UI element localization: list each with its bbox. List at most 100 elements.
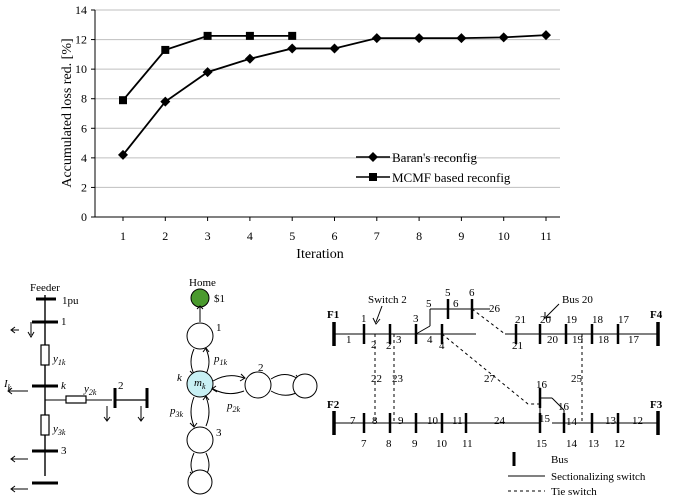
home-price: $1 [214, 293, 225, 305]
data-point-diamond [414, 33, 425, 44]
switch-label-18: 18 [592, 314, 604, 326]
flow-node-1-label: 1 [216, 322, 222, 334]
y-tick-label: 8 [81, 92, 87, 106]
y-tick-label: 0 [81, 210, 87, 224]
bus-label-11: 11 [462, 438, 473, 450]
bus-label-7: 7 [361, 438, 367, 450]
legend-entry-mcmf: MCMF based reconfig [356, 170, 511, 185]
x-tick-label: 7 [374, 229, 380, 243]
legend-tie-label: Tie switch [551, 486, 597, 498]
x-tick-label: 11 [540, 229, 552, 243]
bus-label-12: 12 [614, 438, 625, 450]
impedance-y3k-label: y3k [52, 423, 66, 437]
flow-node-2 [244, 371, 272, 399]
data-point-diamond [118, 149, 128, 160]
x-tick-label: 8 [416, 229, 422, 243]
data-point-square [119, 96, 127, 105]
x-tick-label: 9 [458, 229, 464, 243]
impedance-y2k [65, 395, 87, 404]
switch-label-5: 5 [426, 298, 432, 310]
legend-bus-label: Bus [551, 454, 568, 466]
x-tick-labels: 1 2 3 4 5 6 7 8 9 10 11 [120, 229, 552, 243]
bus-label-8: 8 [386, 438, 392, 450]
bus-label-20: 20 [547, 334, 559, 346]
data-point-square [161, 45, 170, 54]
flow-p2k-label: p2k [226, 400, 241, 414]
series-baran [118, 30, 551, 160]
impedance-y2k-label: y2k [83, 383, 97, 397]
feeder-bus-2-label: 2 [118, 380, 124, 392]
feeder-bus-3-label: 3 [61, 445, 67, 457]
legend-sectionalizing-label: Sectionalizing switch [551, 471, 646, 483]
switch-label-3: 3 [396, 334, 402, 346]
bus-label-10: 10 [436, 438, 448, 450]
y-tick-label: 4 [81, 151, 87, 165]
switch-label-12: 12 [632, 415, 643, 427]
data-point-diamond [456, 33, 467, 44]
legend-label-mcmf: MCMF based reconfig [392, 170, 511, 185]
bus-label-21: 21 [512, 340, 523, 352]
bus-label-4: 4 [439, 340, 445, 352]
bus-label-17: 17 [628, 334, 640, 346]
switch-label-27: 27 [484, 373, 496, 385]
data-point-diamond [202, 67, 213, 78]
feeder-title: Feeder [30, 282, 60, 294]
switch-label-13: 13 [605, 415, 617, 427]
flow-node-2-child [292, 373, 318, 399]
switch-label-15: 15 [539, 413, 551, 425]
bus-label-2: 2 [386, 340, 392, 352]
impedance-y3k [40, 414, 50, 436]
flow-center-node-k [186, 370, 214, 398]
flow-node-3 [186, 426, 214, 454]
feeder-label-f3: F3 [650, 399, 663, 411]
bus-20-callout: Bus 20 [562, 294, 593, 306]
bus-label-19: 19 [572, 334, 584, 346]
bus-label-1: 1 [361, 313, 367, 325]
bus-label-16: 16 [558, 401, 570, 413]
x-axis-label: Iteration [296, 247, 343, 262]
x-tick-label: 4 [247, 229, 253, 243]
flow-center-label: mk [194, 377, 206, 391]
switch-label-11: 11 [452, 415, 463, 427]
y-tick-label: 12 [75, 33, 87, 47]
flow-p1k-label: p1k [213, 353, 228, 367]
chart-legend: Baran's reconfig MCMF based reconfig [356, 150, 511, 185]
flow-node-3-label: 3 [216, 427, 222, 439]
switch-label-22: 22 [371, 373, 382, 385]
chart-series [118, 30, 551, 160]
switch-label-7: 7 [350, 415, 356, 427]
data-point-diamond [287, 43, 298, 54]
flow-node-2-label: 2 [258, 362, 264, 374]
data-point-diamond [371, 33, 382, 44]
feeder-bus-k-label: k [61, 380, 67, 392]
impedance-y1k-label: y1k [52, 353, 66, 367]
switch-label-2: 2 [371, 339, 377, 351]
chart-axes [91, 9, 560, 221]
bus-label-9: 9 [412, 438, 418, 450]
switch-label-24: 24 [494, 415, 506, 427]
switch-label-14: 14 [566, 416, 578, 428]
bus-label-6: 6 [469, 287, 475, 299]
switch-label-1: 1 [346, 334, 352, 346]
legend-entry-baran: Baran's reconfig [356, 150, 478, 165]
switch-label-21: 21 [515, 314, 526, 326]
x-tick-label: 5 [289, 229, 295, 243]
switch-label-20: 20 [540, 314, 552, 326]
data-point-diamond [498, 32, 509, 43]
series-mcmf [119, 31, 297, 105]
data-point-diamond [244, 53, 255, 64]
switch-label-26: 26 [489, 303, 501, 315]
home-node-label: Home [189, 277, 216, 289]
switch-label-8: 8 [372, 415, 378, 427]
flow-node-k-label: k [177, 372, 183, 384]
home-node [190, 288, 210, 308]
switch-label-19: 19 [566, 314, 578, 326]
bus-label-15: 15 [536, 438, 548, 450]
network-bus-bars [362, 299, 620, 433]
legend-label-baran: Baran's reconfig [392, 150, 478, 165]
data-point-square [203, 31, 212, 40]
switch-label-16: 16 [536, 379, 548, 391]
x-tick-label: 2 [162, 229, 168, 243]
